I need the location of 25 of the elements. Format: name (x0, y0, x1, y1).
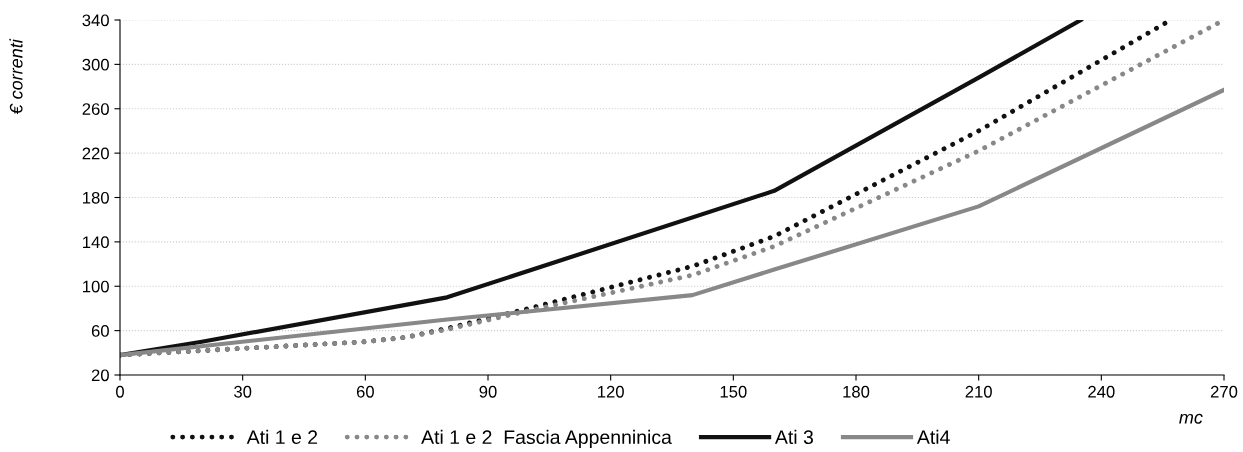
legend-label: Ati4 (916, 429, 950, 445)
x-tick-label: 0 (116, 385, 124, 398)
x-tick-label: 90 (479, 385, 497, 398)
y-tick-label: 340 (82, 14, 109, 27)
x-tick-label: 210 (965, 385, 992, 398)
x-tick-label: 270 (1210, 385, 1238, 398)
y-tick-label: 20 (91, 369, 109, 382)
y-tick-label: 140 (83, 236, 109, 249)
x-axis-title: mc (1179, 413, 1203, 424)
legend-label: Ati 1 e 2 (246, 429, 318, 445)
x-tick-label: 120 (598, 385, 624, 398)
y-tick-label: 100 (83, 280, 109, 293)
x-tick-label: 180 (843, 385, 870, 398)
y-tick-label: 220 (82, 147, 109, 160)
x-tick-label: 240 (1088, 385, 1115, 398)
y-axis-title: € correnti (9, 38, 23, 115)
legend-label: Ati 3 (774, 429, 813, 445)
y-tick-label: 260 (82, 103, 109, 115)
x-tick-label: 150 (720, 385, 747, 398)
x-tick-label: 30 (234, 385, 252, 398)
y-tick-label: 180 (83, 191, 109, 204)
y-tick-label: 300 (82, 58, 109, 71)
legend-label: Ati 1 e 2 Fascia Appenninica (421, 429, 672, 448)
y-tick-label: 60 (91, 325, 109, 337)
x-tick-label: 60 (356, 385, 374, 398)
